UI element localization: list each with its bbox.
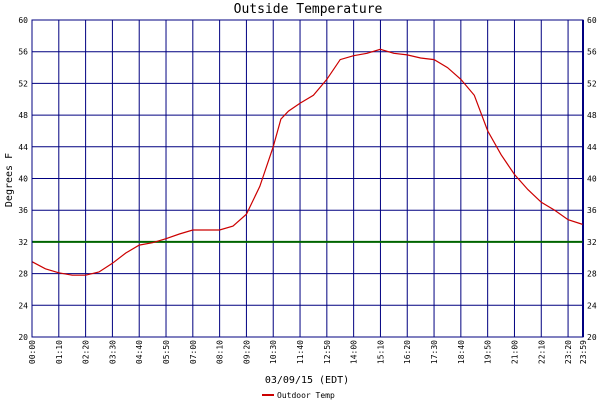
x-tick-label: 16:20	[403, 340, 412, 364]
x-tick-label: 18:40	[457, 340, 466, 364]
x-tick-label: 23:59	[579, 340, 588, 364]
x-tick-label: 14:00	[350, 340, 359, 364]
y-tick-labels-right: 20 24 28 32 36 40 44 48 52 56 60	[587, 16, 597, 342]
y-tick-label: 20	[18, 333, 28, 342]
y-tick-label: 60	[18, 16, 28, 25]
y-tick-label: 24	[18, 301, 28, 310]
y-tick-label: 44	[587, 143, 597, 152]
y-axis-label: Degrees F	[4, 153, 15, 207]
x-tick-label: 05:50	[162, 340, 171, 364]
x-tick-label: 19:50	[484, 340, 493, 364]
x-tick-label: 22:10	[537, 340, 546, 364]
plot-border	[31, 19, 584, 338]
x-tick-label: 23:20	[564, 340, 573, 364]
y-tick-label: 20	[587, 333, 597, 342]
y-tick-label: 56	[587, 48, 597, 57]
x-axis-label: 03/09/15 (EDT)	[265, 375, 349, 386]
x-tick-label: 03:30	[108, 340, 117, 364]
y-tick-label: 40	[587, 175, 597, 184]
x-tick-label: 00:00	[28, 340, 37, 364]
x-tick-label: 15:10	[376, 340, 385, 364]
y-tick-label: 32	[18, 238, 28, 247]
y-tick-label: 36	[18, 206, 28, 215]
legend-label-outdoor-temp: Outdoor Temp	[277, 391, 335, 400]
series-layer	[31, 48, 584, 276]
x-tick-label: 01:10	[55, 340, 64, 364]
y-tick-label: 56	[18, 48, 28, 57]
y-tick-label: 52	[18, 79, 28, 88]
x-tick-label: 04:40	[135, 340, 144, 364]
y-tick-labels-left: 20 24 28 32 36 40 44 48 52 56 60	[18, 16, 28, 342]
x-tick-label: 07:00	[189, 340, 198, 364]
y-tick-label: 36	[587, 206, 597, 215]
x-tick-label: 09:20	[242, 340, 251, 364]
x-tick-label: 08:10	[216, 340, 225, 364]
y-tick-label: 28	[18, 270, 28, 279]
x-tick-labels: 00:00 01:10 02:20 03:30 04:40 05:50 07:00 08:10…	[28, 340, 588, 364]
x-tick-label: 17:30	[430, 340, 439, 364]
x-tick-label: 10:30	[269, 340, 278, 364]
y-tick-label: 28	[587, 270, 597, 279]
y-tick-label: 32	[587, 238, 597, 247]
legend: Outdoor Temp	[262, 391, 335, 400]
y-tick-label: 48	[587, 111, 597, 120]
x-tick-label: 12:50	[323, 340, 332, 364]
y-tick-label: 60	[587, 16, 597, 25]
y-tick-label: 52	[587, 79, 597, 88]
series-line-outdoor-temp	[31, 48, 584, 276]
y-tick-label: 48	[18, 111, 28, 120]
chart-title: Outside Temperature	[234, 2, 383, 17]
y-tick-label: 24	[587, 301, 597, 310]
x-tick-label: 02:20	[82, 340, 91, 364]
y-tick-label: 40	[18, 175, 28, 184]
y-tick-label: 44	[18, 143, 28, 152]
x-tick-label: 21:00	[510, 340, 519, 364]
x-tick-label: 11:40	[296, 340, 305, 364]
